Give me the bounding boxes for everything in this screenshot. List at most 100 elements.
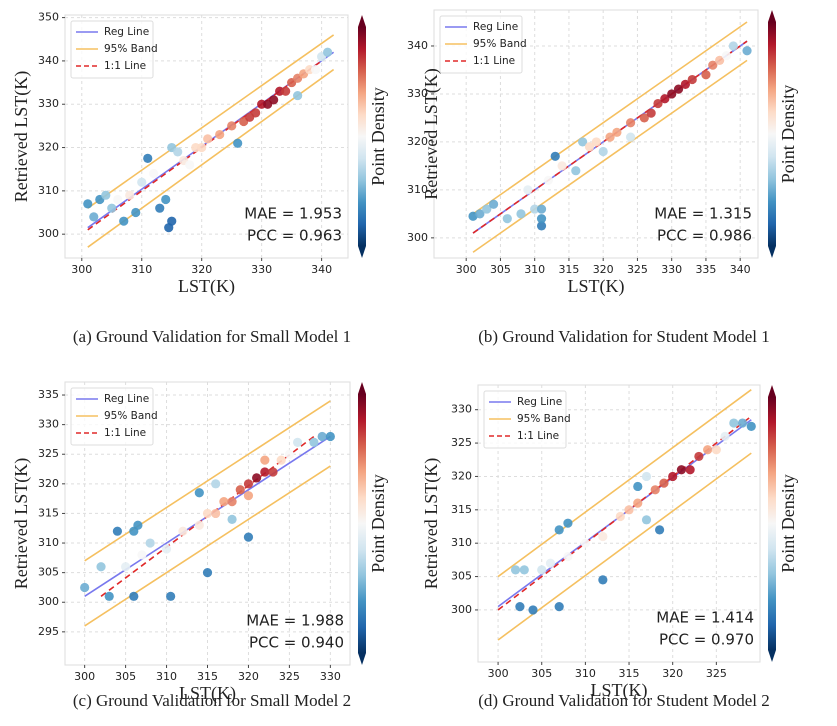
point <box>243 491 254 501</box>
band-upper <box>84 400 331 562</box>
x-tick-label: 310 <box>575 667 596 680</box>
legend-label: Reg Line <box>473 21 518 33</box>
point <box>197 142 207 153</box>
colorbar-label: Point Density <box>368 87 388 186</box>
y-tick-label: 310 <box>451 536 472 549</box>
point <box>641 515 652 525</box>
point <box>125 190 135 200</box>
point <box>615 511 625 522</box>
y-tick-label: 320 <box>451 469 472 482</box>
point <box>202 568 213 578</box>
point <box>530 204 540 214</box>
legend-label: 95% Band <box>104 410 158 422</box>
point <box>475 209 485 219</box>
colorbar-bottom <box>768 650 776 662</box>
point <box>668 471 678 482</box>
x-tick-label: 305 <box>531 667 552 680</box>
point <box>680 79 690 89</box>
annotation: PCC = 0.970 <box>659 631 754 649</box>
point <box>293 90 303 101</box>
point <box>268 467 278 477</box>
point <box>711 445 721 455</box>
y-tick-label: 330 <box>407 87 428 100</box>
point <box>510 565 521 575</box>
point <box>625 132 636 142</box>
point <box>83 199 93 209</box>
point <box>482 204 492 214</box>
point <box>598 575 608 585</box>
point <box>101 190 111 200</box>
point <box>523 185 533 195</box>
legend-label: 95% Band <box>104 43 158 55</box>
colorbar-top <box>358 15 366 27</box>
point <box>202 508 213 519</box>
band-lower <box>84 465 331 627</box>
point <box>243 532 254 542</box>
point <box>215 129 225 140</box>
caption: (a) Ground Validation for Small Model 1 <box>73 327 351 346</box>
point <box>311 64 321 75</box>
x-tick-label: 315 <box>197 670 218 683</box>
x-tick-label: 330 <box>251 263 272 276</box>
band-lower <box>472 59 748 253</box>
point <box>292 437 303 447</box>
band-upper <box>87 34 335 209</box>
point <box>185 160 195 170</box>
y-tick-label: 295 <box>38 625 59 638</box>
y-axis-label: Retrieved LST(K) <box>11 458 32 589</box>
y-tick-label: 320 <box>38 141 59 154</box>
point <box>554 602 564 612</box>
point <box>243 479 254 489</box>
point <box>488 199 499 209</box>
point <box>149 168 159 179</box>
colorbar <box>768 22 776 246</box>
point <box>563 551 573 562</box>
point <box>650 485 660 495</box>
y-tick-label: 350 <box>38 11 59 24</box>
x-tick-label: 340 <box>311 263 332 276</box>
point <box>687 74 697 85</box>
point <box>571 166 581 176</box>
colorbar-bottom <box>768 246 776 258</box>
y-tick-label: 300 <box>407 231 428 244</box>
point <box>227 496 237 507</box>
point <box>276 455 286 465</box>
point <box>545 558 556 568</box>
y-tick-label: 305 <box>451 570 472 583</box>
point <box>281 86 291 96</box>
y-tick-label: 315 <box>451 503 472 516</box>
y-tick-label: 320 <box>407 135 428 148</box>
point <box>80 582 90 593</box>
x-tick-label: 310 <box>131 263 152 276</box>
annotation: MAE = 1.953 <box>244 205 342 223</box>
point <box>676 465 687 475</box>
colorbar-top <box>768 385 776 397</box>
colorbar <box>768 397 776 650</box>
legend-label: 95% Band <box>517 413 571 425</box>
point <box>203 134 213 144</box>
point <box>155 203 165 213</box>
point <box>502 214 512 224</box>
point <box>554 525 564 535</box>
point <box>703 445 713 455</box>
y-tick-label: 325 <box>38 447 59 460</box>
point <box>563 518 573 528</box>
band-upper <box>472 21 748 215</box>
point <box>194 488 204 498</box>
annotation: MAE = 1.414 <box>656 609 754 627</box>
y-tick-label: 340 <box>407 39 428 52</box>
point <box>161 544 172 554</box>
point <box>173 147 183 157</box>
y-tick-label: 330 <box>38 97 59 110</box>
y-tick-label: 330 <box>38 418 59 431</box>
point <box>145 538 155 548</box>
point <box>89 212 99 222</box>
band-upper <box>497 389 752 578</box>
colorbar-label: Point Density <box>368 474 388 573</box>
point <box>746 421 756 431</box>
point <box>633 498 643 508</box>
colorbar-top <box>768 10 776 22</box>
point <box>633 481 643 492</box>
caption: (d) Ground Validation for Student Model … <box>478 691 769 710</box>
x-axis-label: LST(K) <box>179 683 236 704</box>
